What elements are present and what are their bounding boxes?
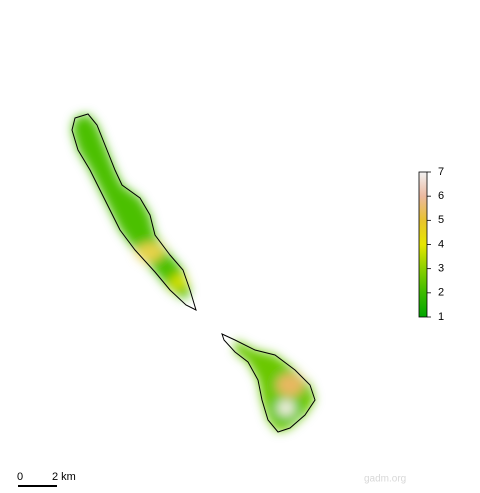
legend-tick-label: 7 bbox=[438, 166, 444, 178]
legend-tick-label: 3 bbox=[438, 263, 444, 275]
legend-tick-label: 1 bbox=[438, 311, 444, 323]
legend-tick-label: 2 bbox=[438, 287, 444, 299]
legend-tick-label: 4 bbox=[438, 238, 444, 250]
raster-island-south bbox=[235, 340, 315, 432]
raster-hotspot bbox=[277, 400, 295, 416]
raster-hotspot bbox=[170, 274, 186, 290]
raster bbox=[72, 114, 315, 432]
legend-tick-label: 6 bbox=[438, 190, 444, 202]
island-outline bbox=[221, 333, 316, 433]
raster-island-north bbox=[72, 114, 190, 300]
raster-hotspot bbox=[136, 242, 164, 262]
scale-start: 0 bbox=[17, 471, 23, 483]
raster-hotspot bbox=[276, 373, 304, 397]
credit: gadm.org bbox=[364, 474, 406, 485]
scale-end: 2 km bbox=[52, 471, 76, 483]
color-bar bbox=[418, 171, 428, 318]
legend-tick-label: 5 bbox=[438, 214, 444, 226]
island-outline bbox=[71, 113, 197, 311]
